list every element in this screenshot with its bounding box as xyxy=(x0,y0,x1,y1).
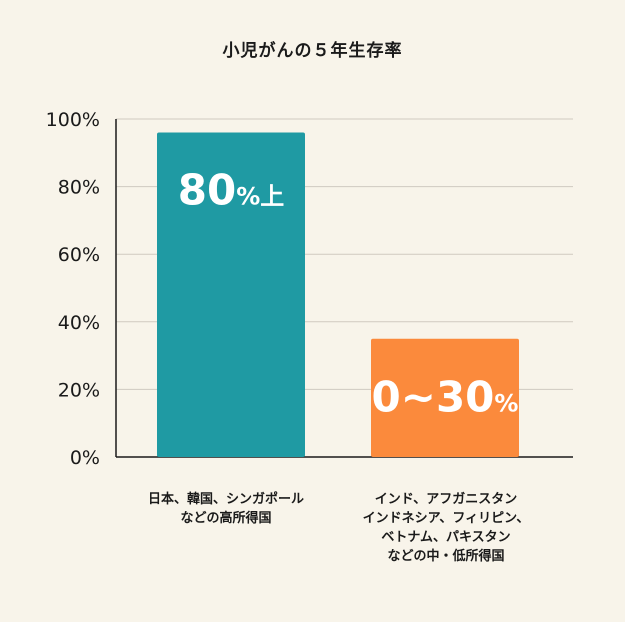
bar-value-label: 0~30% xyxy=(372,373,519,422)
chart-title: 小児がんの５年生存率 xyxy=(222,41,403,61)
category-label-high-income: 日本、韓国、シンガポール などの高所得国 xyxy=(147,492,304,526)
bar xyxy=(157,132,305,457)
y-tick-label: 100% xyxy=(46,109,100,131)
y-tick-label: 20% xyxy=(58,379,100,401)
bar xyxy=(371,338,519,457)
y-tick-label: 40% xyxy=(58,312,100,334)
y-tick-label: 80% xyxy=(58,177,100,199)
y-tick-label: 0% xyxy=(70,447,100,469)
bar-value-label: 80%上 xyxy=(178,166,285,215)
y-tick-label: 60% xyxy=(58,244,100,266)
category-label-low-income: インド、アフガニスタン インドネシア、フィリピン、 ベトナム、パキスタン などの… xyxy=(362,492,530,564)
